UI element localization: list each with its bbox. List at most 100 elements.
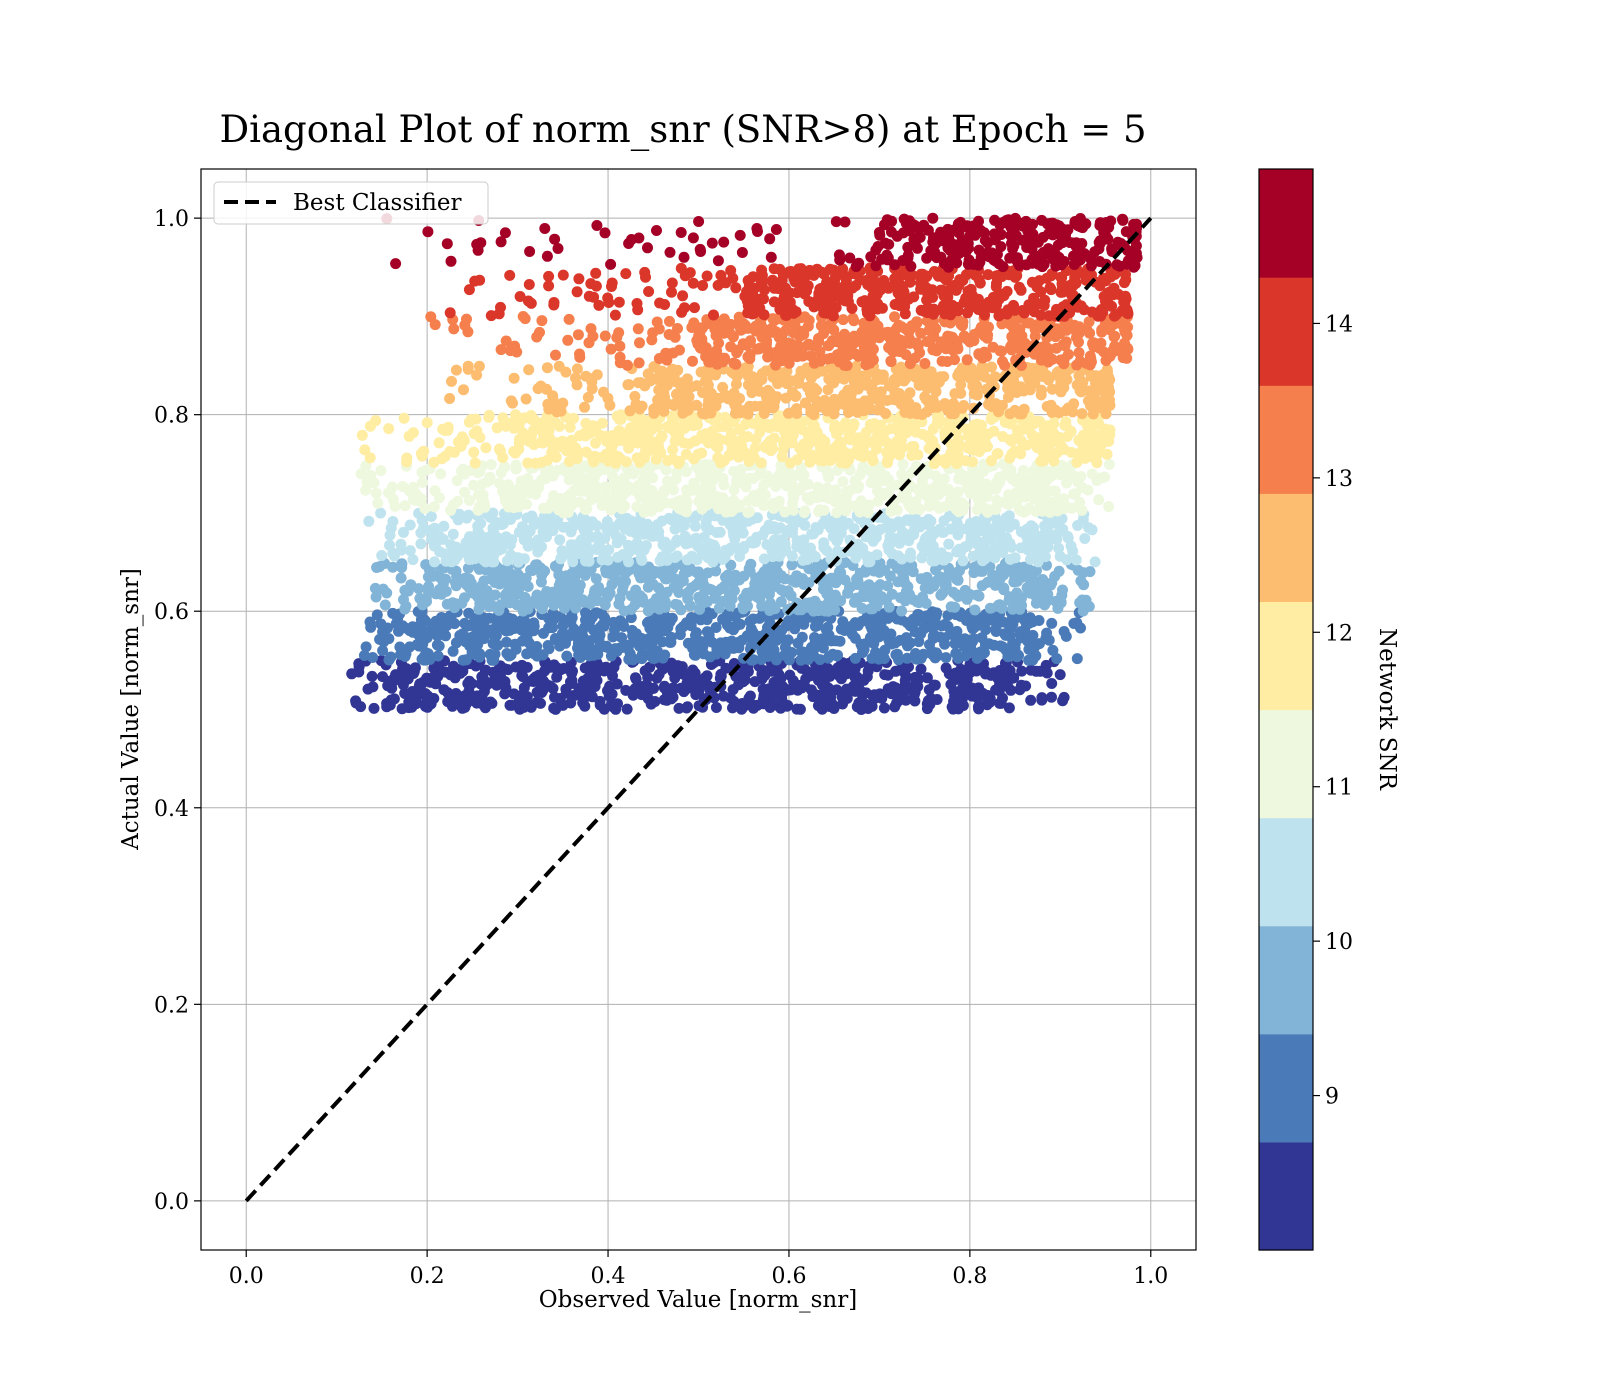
scatter-point — [955, 698, 967, 710]
scatter-point — [444, 393, 456, 404]
scatter-point — [767, 497, 779, 509]
scatter-point — [734, 499, 746, 511]
scatter-point — [974, 475, 985, 487]
scatter-point — [385, 651, 397, 663]
scatter-point — [858, 317, 870, 329]
scatter-point — [473, 360, 485, 372]
scatter-point — [816, 633, 828, 645]
scatter-point — [1058, 358, 1070, 370]
scatter-point — [681, 672, 693, 684]
scatter-point — [656, 515, 668, 527]
scatter-point — [429, 485, 441, 497]
scatter-point — [465, 413, 477, 425]
scatter-point — [822, 605, 834, 617]
scatter-point — [1072, 520, 1084, 531]
scatter-point — [795, 654, 807, 666]
scatter-point — [615, 453, 627, 465]
scatter-point — [1045, 470, 1057, 482]
scatter-point — [404, 625, 416, 637]
scatter-point — [997, 692, 1008, 704]
scatter-point — [1047, 644, 1059, 656]
scatter-point — [997, 516, 1009, 527]
scatter-point — [813, 336, 825, 347]
scatter-point — [502, 479, 514, 491]
scatter-point — [416, 466, 428, 478]
scatter-point — [489, 589, 501, 601]
scatter-point — [1045, 399, 1057, 411]
scatter-point — [667, 666, 679, 678]
scatter-point — [574, 496, 586, 508]
scatter-point — [415, 538, 427, 550]
scatter-point — [951, 517, 963, 529]
scatter-point — [799, 505, 811, 517]
scatter-point — [1058, 691, 1070, 703]
scatter-point — [1015, 592, 1027, 604]
scatter-point — [397, 663, 408, 675]
scatter-point — [1057, 584, 1068, 596]
scatter-point — [695, 366, 707, 378]
scatter-point — [980, 624, 992, 636]
scatter-point — [935, 481, 947, 492]
scatter-point — [808, 409, 820, 421]
scatter-point — [634, 337, 645, 349]
scatter-point — [499, 688, 511, 700]
scatter-point — [528, 673, 540, 685]
scatter-point — [603, 690, 615, 702]
scatter-point — [997, 356, 1008, 367]
scatter-point — [939, 579, 951, 591]
scatter-point — [598, 386, 609, 398]
scatter-point — [471, 690, 483, 702]
scatter-point — [922, 695, 934, 707]
scatter-point — [895, 361, 907, 373]
scatter-point — [360, 460, 372, 472]
scatter-point — [1028, 582, 1040, 593]
scatter-point — [909, 686, 921, 698]
scatter-point — [811, 395, 823, 407]
scatter-point — [582, 566, 594, 578]
scatter-point — [560, 683, 572, 695]
scatter-point — [1002, 391, 1014, 403]
scatter-point — [1076, 408, 1088, 420]
scatter-point — [770, 665, 782, 677]
scatter-point — [399, 500, 411, 512]
scatter-point — [719, 648, 731, 660]
scatter-point — [723, 449, 735, 461]
scatter-point — [523, 637, 535, 649]
scatter-point — [885, 610, 897, 622]
scatter-point — [648, 682, 660, 694]
scatter-point — [387, 561, 399, 573]
scatter-point — [521, 512, 533, 524]
scatter-point — [483, 612, 495, 624]
scatter-point — [891, 421, 903, 433]
scatter-point — [596, 500, 608, 511]
scatter-point — [785, 590, 797, 602]
scatter-point — [436, 453, 448, 465]
scatter-point — [821, 588, 833, 600]
scatter-point — [814, 654, 826, 666]
scatter-point — [884, 440, 896, 452]
scatter-point — [550, 451, 562, 463]
scatter-point — [863, 334, 875, 346]
scatter-point — [370, 415, 382, 427]
scatter-point — [573, 548, 585, 560]
scatter-point — [507, 501, 518, 513]
scatter-point — [724, 692, 736, 704]
scatter-point — [599, 641, 611, 653]
scatter-point — [787, 522, 799, 534]
scatter-point — [580, 555, 591, 567]
scatter-point — [387, 547, 399, 559]
scatter-point — [726, 506, 737, 517]
scatter-point — [626, 624, 638, 636]
scatter-point — [986, 401, 998, 412]
scatter-point — [742, 600, 753, 612]
scatter-point — [720, 544, 732, 556]
scatter-point — [747, 613, 759, 625]
scatter-point — [937, 633, 949, 644]
scatter-point — [705, 407, 717, 419]
scatter-point — [811, 492, 822, 504]
scatter-point — [448, 323, 460, 335]
scatter-point — [472, 467, 484, 479]
scatter-point — [432, 630, 444, 642]
scatter-point — [700, 595, 712, 607]
scatter-point — [967, 517, 979, 529]
